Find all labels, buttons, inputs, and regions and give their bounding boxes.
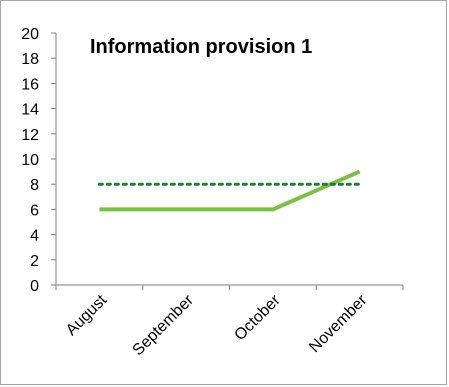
y-tick-label: 18 <box>21 51 39 68</box>
y-tick-label: 14 <box>21 102 39 119</box>
y-tick-label: 16 <box>21 76 39 93</box>
y-tick-label: 10 <box>21 152 39 169</box>
x-tick-label: September <box>130 291 198 359</box>
x-tick-label: August <box>63 291 111 339</box>
x-tick-label: October <box>231 291 284 344</box>
series-layer <box>97 169 362 212</box>
y-tick-label: 20 <box>21 26 39 43</box>
y-tick-label: 4 <box>30 228 39 245</box>
y-tick-label: 8 <box>30 177 39 194</box>
x-tick-label: November <box>306 291 371 356</box>
axes <box>55 33 403 286</box>
y-tick-label: 0 <box>30 278 39 295</box>
y-tick-label: 6 <box>30 202 39 219</box>
series-line-1 <box>99 169 361 212</box>
y-tick-label: 12 <box>21 127 39 144</box>
y-axis-ticks: 0 2 4 6 8 10 12 14 16 18 20 <box>21 26 56 295</box>
chart-title: Information provision 1 <box>90 36 312 58</box>
x-axis-ticks: August September October November <box>55 285 404 359</box>
y-tick-label: 2 <box>30 253 39 270</box>
